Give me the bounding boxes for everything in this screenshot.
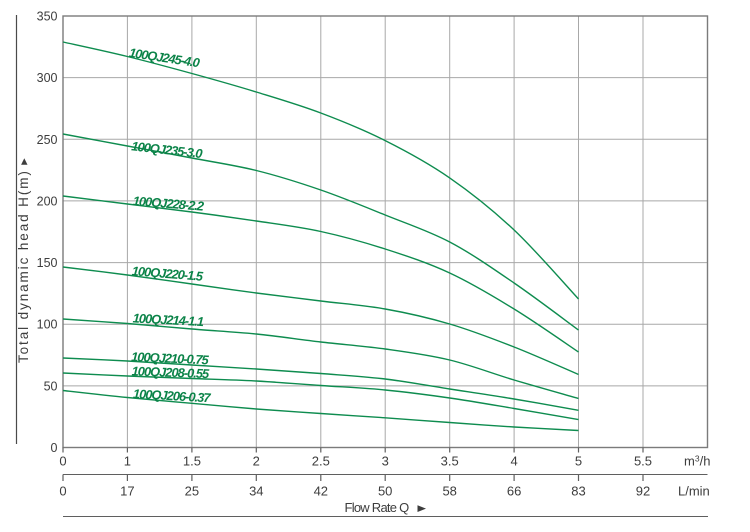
svg-text:100QJ220-1.5: 100QJ220-1.5	[131, 263, 204, 284]
svg-text:100: 100	[37, 318, 58, 332]
svg-text:0: 0	[59, 454, 66, 469]
svg-text:150: 150	[37, 256, 58, 270]
svg-text:58: 58	[442, 484, 456, 499]
svg-text:92: 92	[636, 484, 650, 499]
svg-text:5: 5	[575, 454, 582, 469]
svg-text:2.5: 2.5	[312, 454, 330, 469]
svg-text:Total dynamic head H(m): Total dynamic head H(m)	[16, 169, 31, 363]
svg-text:L/min: L/min	[678, 484, 710, 499]
svg-text:Flow Rate Q: Flow Rate Q	[345, 500, 410, 515]
svg-text:100QJ228-2.2: 100QJ228-2.2	[132, 193, 204, 214]
svg-text:50: 50	[378, 484, 392, 499]
svg-text:250: 250	[37, 133, 58, 147]
svg-text:34: 34	[249, 484, 263, 499]
svg-text:3.5: 3.5	[441, 454, 459, 469]
svg-text:100QJ208-0.55: 100QJ208-0.55	[131, 363, 210, 381]
svg-text:83: 83	[571, 484, 585, 499]
svg-text:0: 0	[59, 484, 66, 499]
svg-text:66: 66	[507, 484, 521, 499]
svg-text:50: 50	[44, 379, 58, 393]
svg-text:4: 4	[510, 454, 517, 469]
svg-text:5.5: 5.5	[634, 454, 652, 469]
svg-text:350: 350	[37, 10, 58, 24]
svg-text:300: 300	[37, 71, 58, 85]
svg-text:100QJ210-0.75: 100QJ210-0.75	[131, 349, 210, 367]
svg-text:100QJ214-1.1: 100QJ214-1.1	[132, 310, 204, 329]
svg-text:17: 17	[120, 484, 134, 499]
svg-text:0: 0	[51, 441, 58, 455]
svg-text:100QJ206-0.37: 100QJ206-0.37	[133, 386, 212, 405]
svg-text:200: 200	[37, 194, 58, 208]
svg-text:1.5: 1.5	[183, 454, 201, 469]
svg-text:1: 1	[124, 454, 131, 469]
svg-text:42: 42	[314, 484, 328, 499]
svg-text:m3/h: m3/h	[684, 454, 710, 469]
svg-text:3: 3	[382, 454, 389, 469]
svg-text:2: 2	[253, 454, 260, 469]
svg-text:25: 25	[185, 484, 199, 499]
